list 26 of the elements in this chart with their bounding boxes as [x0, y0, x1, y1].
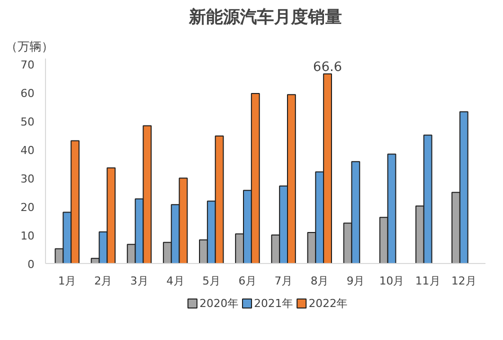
- x-tick-label: 12月: [451, 274, 476, 288]
- legend-label: 2022年: [308, 297, 348, 310]
- legend-label: 2020年: [200, 297, 238, 310]
- y-tick-label: 0: [28, 258, 34, 271]
- y-tick-label: 10: [20, 230, 35, 243]
- x-tick-label: 7月: [274, 274, 293, 288]
- y-tick-label: 20: [20, 201, 35, 214]
- y-tick-label: 30: [20, 172, 35, 186]
- x-tick-label: 5月: [202, 274, 220, 288]
- x-tick-label: 10月: [379, 274, 404, 288]
- data-label: 66.6: [313, 60, 342, 75]
- x-tick-label: 8月: [310, 274, 329, 288]
- x-tick-label: 6月: [238, 274, 256, 288]
- x-tick-label: 4月: [166, 274, 184, 288]
- legend-label: 2021年: [254, 297, 294, 310]
- x-tick-label: 2月: [94, 274, 112, 288]
- y-tick-label: 50: [20, 116, 35, 129]
- x-tick-label: 11月: [415, 274, 440, 288]
- x-tick-label: 9月: [346, 274, 365, 288]
- y-axis-title: （万辆）: [6, 40, 54, 54]
- chart-title: 新能源汽车月度销量: [188, 8, 342, 28]
- y-tick-label: 40: [20, 144, 35, 158]
- x-tick-label: 1月: [58, 274, 76, 288]
- x-tick-label: 3月: [130, 274, 148, 288]
- y-tick-label: 60: [20, 87, 35, 100]
- y-tick-label: 70: [20, 58, 35, 72]
